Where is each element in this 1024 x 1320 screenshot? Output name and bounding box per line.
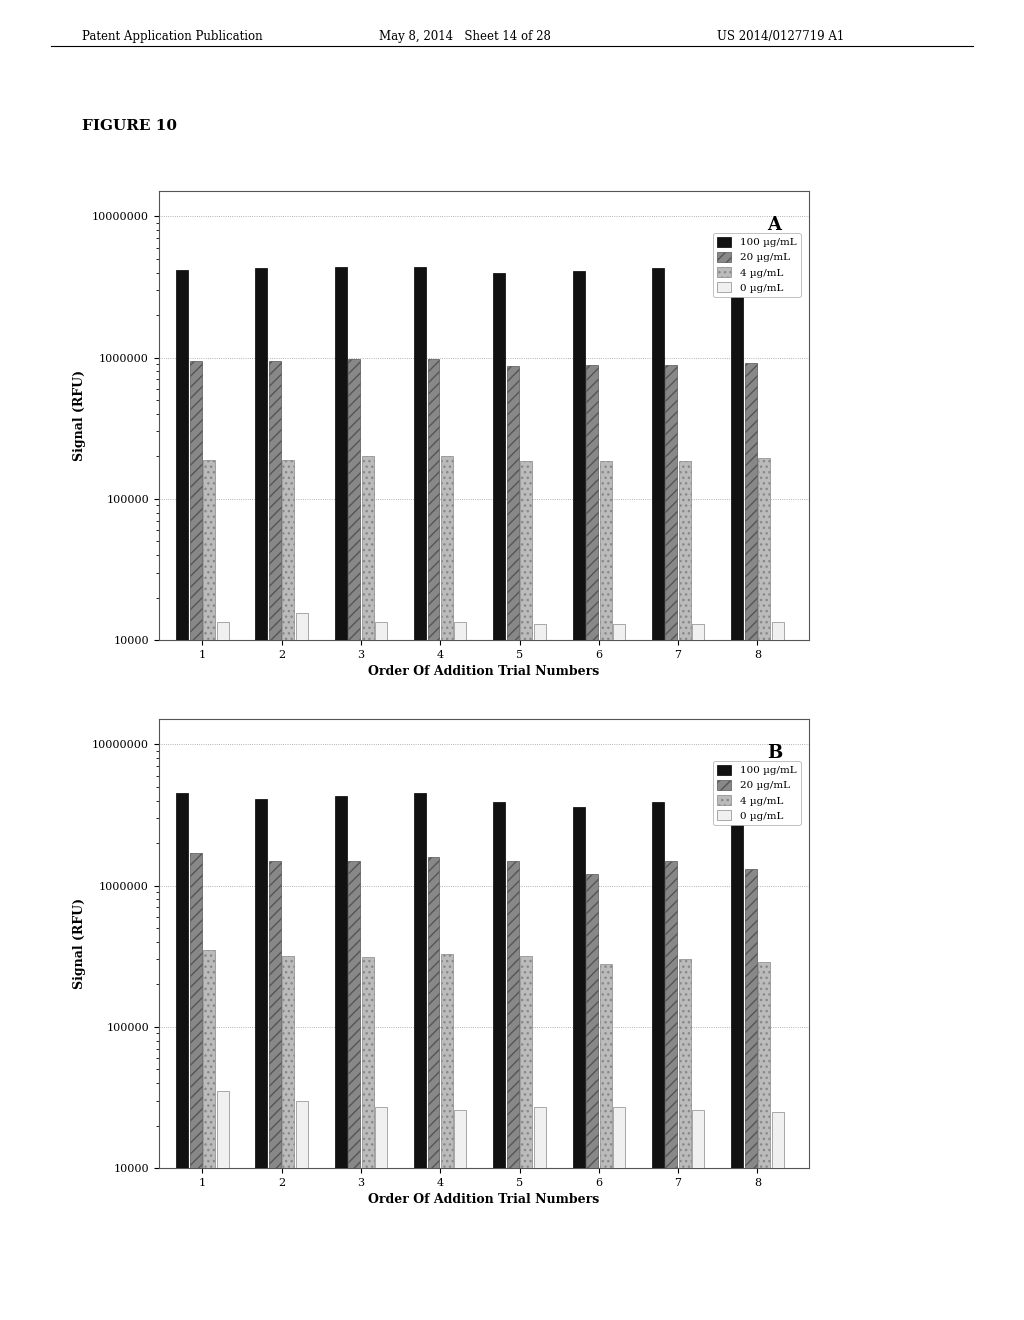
Bar [679,461,691,1320]
Y-axis label: Signal (RFU): Signal (RFU) [74,370,86,462]
Bar [414,267,426,1320]
Bar [375,1107,387,1320]
Bar [361,957,374,1320]
Bar [731,803,743,1320]
Text: B: B [767,744,782,762]
Text: Patent Application Publication: Patent Application Publication [82,30,262,44]
Bar [269,360,281,1320]
Bar [203,950,215,1320]
Bar [692,1110,705,1320]
Bar [455,1110,466,1320]
Bar [428,359,439,1320]
Bar [744,363,757,1320]
Bar [296,614,308,1320]
Bar [203,459,215,1320]
Bar [348,861,360,1320]
Bar [283,459,294,1320]
Bar [731,271,743,1320]
Bar [335,267,347,1320]
Bar [613,624,625,1320]
Bar [217,1092,228,1320]
X-axis label: Order Of Addition Trial Numbers: Order Of Addition Trial Numbers [369,1193,599,1206]
Bar [283,956,294,1320]
Text: May 8, 2014   Sheet 14 of 28: May 8, 2014 Sheet 14 of 28 [379,30,551,44]
Bar [586,874,598,1320]
Bar [414,793,426,1320]
Legend: 100 µg/mL, 20 µg/mL, 4 µg/mL, 0 µg/mL: 100 µg/mL, 20 µg/mL, 4 µg/mL, 0 µg/mL [713,760,801,825]
Bar [296,1101,308,1320]
Bar [255,268,267,1320]
Bar [534,624,546,1320]
Bar [572,271,585,1320]
Bar [494,803,505,1320]
Bar [494,272,505,1320]
Bar [758,961,770,1320]
Bar [666,364,677,1320]
Bar [520,956,532,1320]
Bar [335,796,347,1320]
Bar [428,857,439,1320]
X-axis label: Order Of Addition Trial Numbers: Order Of Addition Trial Numbers [369,665,599,678]
Bar [600,461,611,1320]
Bar [744,870,757,1320]
Text: US 2014/0127719 A1: US 2014/0127719 A1 [717,30,844,44]
Bar [534,1107,546,1320]
Bar [361,457,374,1320]
Bar [441,457,453,1320]
Bar [189,360,202,1320]
Text: A: A [767,216,780,234]
Bar [176,793,188,1320]
Bar [613,1107,625,1320]
Bar [375,622,387,1320]
Bar [189,853,202,1320]
Bar [600,964,611,1320]
Bar [772,1111,783,1320]
Text: FIGURE 10: FIGURE 10 [82,119,177,133]
Bar [455,622,466,1320]
Y-axis label: Signal (RFU): Signal (RFU) [74,898,86,990]
Bar [441,953,453,1320]
Bar [666,861,677,1320]
Bar [269,861,281,1320]
Bar [176,269,188,1320]
Bar [255,799,267,1320]
Bar [679,960,691,1320]
Bar [217,622,228,1320]
Bar [507,366,519,1320]
Bar [758,458,770,1320]
Bar [507,861,519,1320]
Bar [652,268,664,1320]
Bar [652,803,664,1320]
Bar [692,624,705,1320]
Bar [520,461,532,1320]
Bar [772,622,783,1320]
Bar [348,359,360,1320]
Bar [586,366,598,1320]
Legend: 100 µg/mL, 20 µg/mL, 4 µg/mL, 0 µg/mL: 100 µg/mL, 20 µg/mL, 4 µg/mL, 0 µg/mL [713,232,801,297]
Bar [572,807,585,1320]
